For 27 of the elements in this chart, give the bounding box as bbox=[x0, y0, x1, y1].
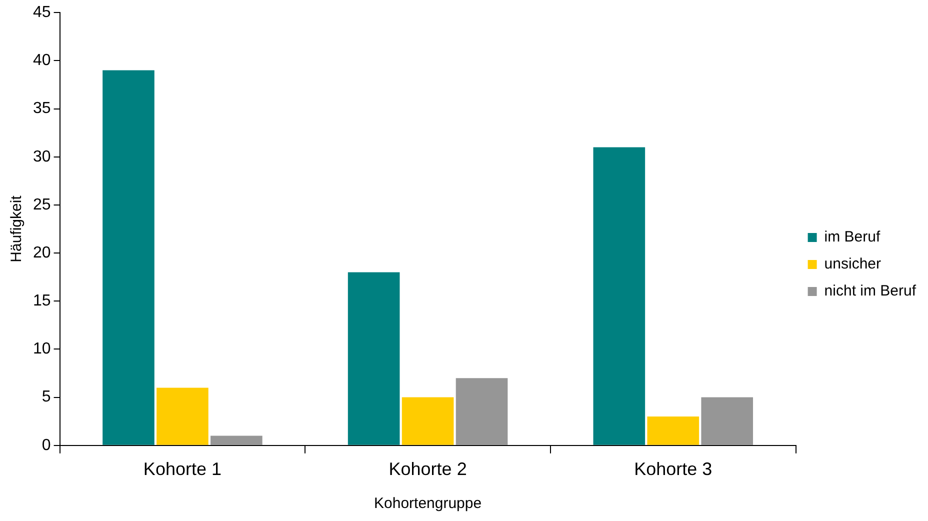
y-tick-label: 35 bbox=[33, 100, 51, 118]
y-tick-label: 0 bbox=[42, 436, 51, 454]
bar bbox=[647, 416, 700, 445]
x-tick-label: Kohorte 3 bbox=[634, 459, 712, 480]
x-tick-label: Kohorte 2 bbox=[388, 459, 467, 480]
y-axis-title: Häufigkeit bbox=[8, 194, 26, 262]
bar bbox=[701, 397, 754, 445]
x-tick-label: Kohorte 1 bbox=[143, 459, 222, 480]
y-tick-label: 45 bbox=[33, 4, 51, 22]
y-tick-label: 10 bbox=[33, 340, 51, 358]
x-axis-title: Kohortengruppe bbox=[374, 495, 482, 512]
bar bbox=[210, 436, 262, 445]
bar bbox=[402, 397, 454, 445]
bar bbox=[156, 388, 208, 445]
legend-label: nicht im Beruf bbox=[824, 282, 917, 300]
bar bbox=[456, 378, 508, 445]
y-tick-label: 40 bbox=[33, 52, 51, 70]
y-tick-label: 5 bbox=[42, 388, 51, 406]
bar bbox=[348, 272, 400, 445]
y-tick-label: 30 bbox=[33, 148, 51, 166]
bar bbox=[102, 70, 154, 445]
y-tick-label: 25 bbox=[33, 196, 51, 214]
y-tick-label: 15 bbox=[33, 292, 51, 310]
bar bbox=[593, 147, 646, 445]
y-tick-label: 20 bbox=[33, 244, 51, 262]
legend-label: unsicher bbox=[824, 256, 882, 273]
legend-label: im Beruf bbox=[824, 228, 881, 246]
